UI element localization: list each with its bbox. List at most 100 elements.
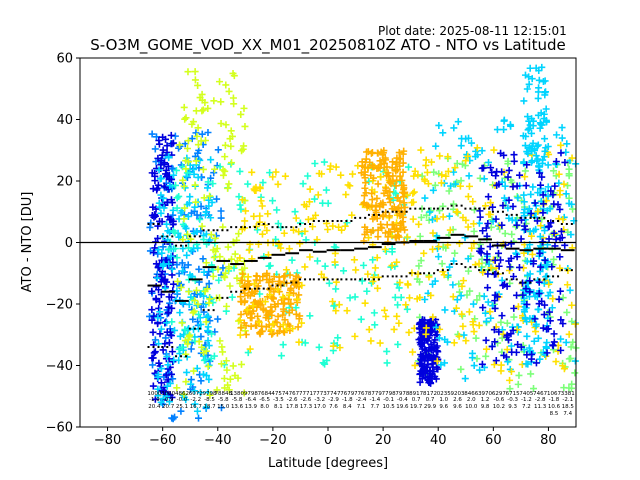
data-point [539,200,547,208]
data-point [371,211,379,219]
data-point [465,172,473,180]
data-point [161,340,169,348]
bin-count-label: -3.2 [314,397,325,403]
bin-count-label: 10.2 [493,404,505,410]
data-point [441,336,449,344]
data-point [435,121,443,129]
data-point [168,318,176,326]
data-point [151,212,159,220]
data-point [154,234,162,242]
data-point [158,256,166,264]
bin-count-label: -1.9 [149,397,160,403]
data-point [553,131,561,139]
data-point [537,222,545,230]
data-point [214,265,222,273]
data-point [468,244,476,252]
data-point [374,233,382,241]
data-point [485,158,493,166]
bin-count-label: 29.9 [424,404,437,410]
data-point [362,158,370,166]
data-point [452,208,460,216]
data-point [169,206,177,214]
data-point [148,287,156,295]
data-point [309,223,317,231]
data-point [560,180,568,188]
data-point [409,215,417,223]
data-point [277,244,285,252]
data-point [491,304,499,312]
y-tick-label: −40 [46,359,73,374]
data-point [217,119,225,127]
data-point [470,240,478,248]
data-point [368,196,376,204]
data-point [569,338,577,346]
data-point [364,270,372,278]
data-point [266,291,274,299]
data-point [271,301,279,309]
data-point [281,272,289,280]
data-point [211,234,219,242]
data-point [246,240,254,248]
data-point [500,116,508,124]
data-point [191,76,199,84]
x-tick-label: 80 [540,433,557,448]
bin-count-label: 7978 [395,391,409,397]
data-point [499,281,507,289]
data-point [508,230,516,238]
data-point [540,279,548,287]
data-point [386,178,394,186]
data-point [535,84,543,92]
data-point [236,316,244,324]
data-point [422,324,430,332]
data-point [160,260,168,268]
data-point [388,245,396,253]
data-point [504,157,512,165]
bin-count-label: -6.5 [259,397,270,403]
data-point [258,202,266,210]
x-tick-label: −80 [94,433,121,448]
data-point [287,284,295,292]
data-point [495,249,503,257]
data-point [260,253,268,261]
data-point [159,146,167,154]
data-point [155,166,163,174]
bin-count-label: 18.5 [562,404,575,410]
bin-count-label: 6072 [189,391,203,397]
bin-count-label: 9.6 [453,404,462,410]
data-point [176,309,184,317]
data-point [534,94,542,102]
data-point [183,145,191,153]
data-point [461,375,469,383]
data-point [558,134,566,142]
data-point [373,214,381,222]
data-point [200,268,208,276]
data-point [446,263,454,271]
data-point [433,342,441,350]
data-point [242,207,250,215]
data-point [154,320,162,328]
data-point [491,297,499,305]
data-point [484,284,492,292]
data-point [215,276,223,284]
data-point [311,160,319,168]
data-point [533,142,541,150]
data-point [382,184,390,192]
data-point [399,168,407,176]
data-point [185,199,193,207]
bin-count-label: 6715 [506,391,520,397]
data-point [340,267,348,275]
data-point [508,348,516,356]
data-point [205,361,213,369]
data-point [247,322,255,330]
data-point [154,314,162,322]
data-point [231,250,239,258]
data-point [291,208,299,216]
data-point [154,385,162,393]
data-point [450,257,458,265]
data-point [395,319,403,327]
data-point [346,182,354,190]
data-point [181,337,189,345]
data-point [527,232,535,240]
data-point [187,380,195,388]
data-point [441,306,449,314]
